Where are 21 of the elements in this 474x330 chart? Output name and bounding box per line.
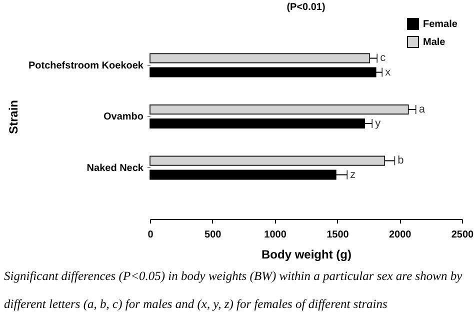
x-axis-title: Body weight (g) <box>262 248 352 262</box>
y-tick-label: Naked Neck <box>86 162 144 174</box>
legend-label: Female <box>423 19 458 30</box>
text: Significant differences (P<0.05) in body weights (BW) within a particular sex are shown by different letters (a, b, c) for males and (x, y, z) for females of different strains <box>3 268 464 313</box>
data-label: b <box>398 154 404 167</box>
chart-title: (P<0.01) <box>286 2 326 13</box>
x-tick-label: 1000 <box>264 230 287 240</box>
x-tick-label: 2500 <box>451 230 474 240</box>
y-tick-label: Potchefstroom Koekoek <box>28 60 144 72</box>
legend-label: Male <box>423 37 446 48</box>
y-tick-label: Ovambo <box>103 112 144 122</box>
data-label: a <box>418 103 426 116</box>
data-label: y <box>375 118 382 130</box>
y-axis-title: Strain <box>6 100 20 134</box>
x-tick-label: 0 <box>148 230 154 240</box>
data-label: c <box>380 52 386 64</box>
x-tick-label: 2000 <box>388 230 412 240</box>
data-label: z <box>350 168 356 181</box>
x-tick-label: 500 <box>204 230 222 240</box>
x-tick-label: 1500 <box>326 230 350 240</box>
data-label: x <box>385 66 392 78</box>
